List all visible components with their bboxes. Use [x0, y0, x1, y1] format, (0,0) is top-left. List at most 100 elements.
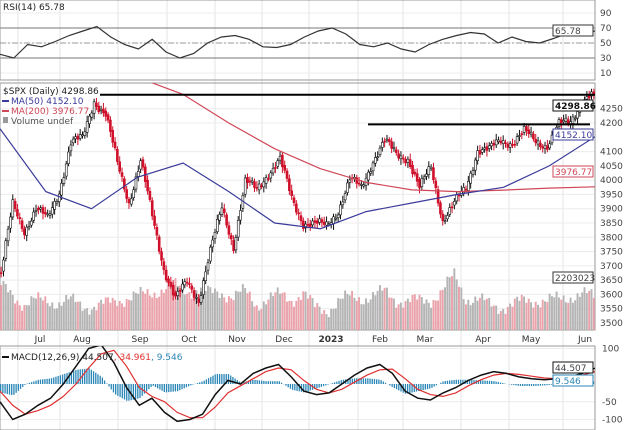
- macd-histogram-bar: [72, 370, 75, 384]
- volume-bar: [279, 293, 281, 330]
- candle-body: [274, 167, 277, 169]
- macd-histogram-bar: [482, 380, 484, 384]
- macd-histogram-bar: [285, 384, 287, 386]
- candle-body: [401, 157, 405, 160]
- volume-bar: [411, 294, 414, 330]
- volume-bar: [318, 306, 321, 330]
- candle-body: [150, 200, 154, 217]
- macd-histogram-bar: [185, 384, 188, 388]
- volume-bar: [476, 300, 479, 330]
- candle-body: [264, 177, 268, 184]
- volume-bar: [588, 291, 591, 330]
- volume-bar: [311, 298, 314, 330]
- macd-histogram-bar: [541, 384, 544, 386]
- volume-bar: [351, 290, 354, 330]
- volume-bar: [260, 308, 263, 330]
- volume-bar: [25, 305, 28, 330]
- macd-histogram-bar: [236, 379, 238, 384]
- candle-body: [415, 173, 419, 182]
- macd-histogram-bar: [358, 378, 360, 384]
- volume-bar: [334, 308, 337, 330]
- volume-bar: [181, 285, 184, 330]
- candle-body: [334, 217, 338, 220]
- rsi-panel: [0, 0, 596, 81]
- volume-bar: [365, 298, 367, 330]
- x-tick-label: Nov: [228, 335, 246, 345]
- macd-histogram-bar: [333, 382, 336, 384]
- candle-body: [304, 223, 307, 229]
- macd-histogram-bar: [243, 381, 245, 384]
- volume-bar: [399, 302, 402, 330]
- macd-histogram-bar: [460, 379, 462, 384]
- macd-histogram-bar: [30, 382, 33, 384]
- ma50-line: [0, 128, 595, 230]
- candle-body: [394, 149, 398, 153]
- macd-histogram-bar: [148, 384, 150, 390]
- macd-histogram-bar: [150, 384, 152, 387]
- macd-histogram-bar: [488, 380, 491, 384]
- macd-histogram-bar: [99, 375, 101, 384]
- price-tick-label: 3950: [600, 190, 623, 200]
- macd-line: [0, 346, 595, 423]
- macd-histogram-bar: [254, 379, 256, 384]
- volume-bar: [404, 301, 407, 330]
- macd-histogram-bar: [13, 384, 15, 395]
- volume-bar: [555, 291, 558, 330]
- volume-bar: [511, 306, 514, 330]
- macd-histogram-bar: [393, 384, 396, 389]
- candle-body: [490, 143, 493, 147]
- macd-histogram-bar: [103, 380, 106, 384]
- volume-bar: [209, 287, 212, 330]
- volume-bar: [571, 302, 574, 330]
- candle-body: [392, 147, 396, 150]
- volume-bar: [506, 306, 509, 330]
- candle-body: [104, 110, 108, 117]
- candle-body: [441, 213, 445, 221]
- macd-histogram-bar: [294, 384, 296, 391]
- ma200-legend: MA(200) 3976.77: [11, 107, 89, 117]
- volume-bar: [416, 299, 419, 330]
- macd-histogram-bar: [33, 381, 35, 384]
- candle-body: [557, 119, 561, 127]
- candle-body: [57, 193, 61, 202]
- candle-body: [74, 136, 77, 140]
- macd-histogram-bar: [15, 384, 17, 393]
- macd-histogram-bar: [139, 384, 141, 399]
- volume-bar: [79, 301, 82, 330]
- x-tick-label: Mar: [417, 335, 434, 345]
- candle-body: [9, 216, 12, 229]
- volume-bar: [492, 305, 495, 330]
- candle-body: [541, 146, 545, 149]
- candle-body: [313, 220, 317, 223]
- volume-bar: [320, 313, 323, 330]
- macd-histogram-bar: [433, 384, 435, 387]
- volume-bar: [316, 303, 319, 330]
- rsi-legend: RSI(14) 65.78: [3, 3, 65, 13]
- volume-bar: [453, 268, 456, 330]
- candle-body: [399, 155, 403, 160]
- volume-bar: [30, 296, 33, 330]
- volume-bar: [202, 285, 205, 330]
- volume-legend: Volume undef: [11, 117, 74, 127]
- candle-body: [146, 179, 149, 192]
- candle-body: [485, 146, 489, 151]
- candle-body: [246, 177, 249, 183]
- macd-histogram-bar: [342, 379, 345, 384]
- candle-body: [109, 119, 112, 132]
- candle-body: [188, 283, 191, 285]
- candle-body: [529, 131, 533, 135]
- rsi-tick-label: 10: [600, 69, 612, 79]
- volume-bar: [290, 300, 293, 330]
- candle-body: [497, 139, 500, 142]
- candle-body: [469, 172, 472, 184]
- candle-body: [534, 139, 538, 144]
- macd-histogram-bar: [53, 377, 55, 384]
- macd-histogram-bar: [256, 380, 258, 384]
- candle-body: [130, 198, 133, 205]
- macd-histogram-bar: [70, 371, 73, 384]
- volume-bar: [499, 311, 502, 330]
- candle-body: [139, 160, 142, 170]
- candle-body: [92, 101, 96, 114]
- volume-bar: [462, 299, 465, 330]
- candle-body: [336, 214, 340, 219]
